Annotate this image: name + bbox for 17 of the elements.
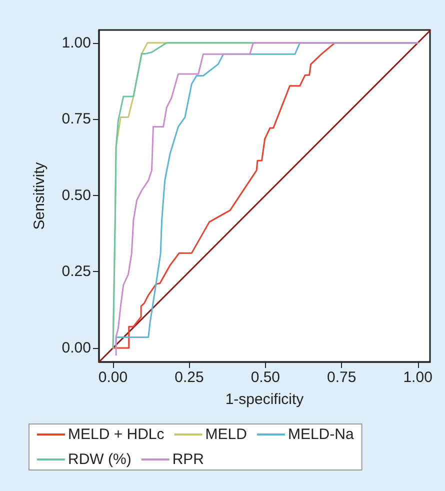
y-tick-label: 0.25 [62, 263, 91, 280]
legend-label: MELD-Na [288, 426, 354, 443]
legend-label: MELD [205, 426, 248, 443]
x-tick-label: 0.25 [174, 369, 204, 386]
y-tick-label: 0.50 [62, 186, 91, 204]
legend-label: MELD + HDLc [68, 426, 165, 443]
x-tick-label: 0.50 [250, 369, 280, 386]
y-tick-label: 0.75 [62, 110, 91, 128]
y-axis-title: Sensitivity [31, 162, 48, 230]
legend-label: RDW (%) [68, 451, 132, 468]
x-tick-label: 0.00 [98, 369, 128, 386]
legend-label: RPR [172, 451, 204, 468]
y-tick-label: 1.00 [62, 34, 91, 52]
x-tick-label: 0.75 [327, 369, 356, 386]
y-tick-label: 0.00 [62, 339, 91, 356]
x-axis-title: 1-specificity [225, 391, 304, 408]
x-tick-label: 1.00 [403, 369, 432, 386]
